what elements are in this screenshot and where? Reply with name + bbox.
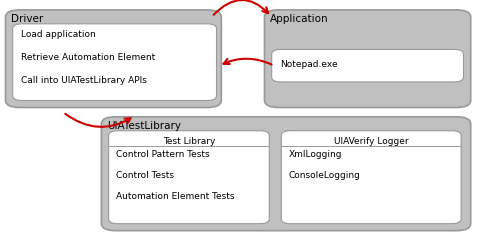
Text: Control Pattern Tests: Control Pattern Tests bbox=[116, 151, 209, 160]
Text: Retrieve Automation Element: Retrieve Automation Element bbox=[21, 53, 155, 62]
FancyBboxPatch shape bbox=[271, 49, 463, 82]
Text: Test Library: Test Library bbox=[162, 137, 215, 146]
Text: Control Tests: Control Tests bbox=[116, 171, 173, 180]
Text: XmlLogging: XmlLogging bbox=[288, 151, 341, 160]
FancyBboxPatch shape bbox=[108, 131, 269, 224]
Text: ConsoleLogging: ConsoleLogging bbox=[288, 171, 360, 180]
FancyBboxPatch shape bbox=[281, 131, 460, 224]
FancyBboxPatch shape bbox=[101, 117, 470, 231]
Text: Driver: Driver bbox=[11, 14, 43, 24]
Text: Application: Application bbox=[270, 14, 328, 24]
FancyBboxPatch shape bbox=[12, 24, 216, 101]
Text: UIAVerify Logger: UIAVerify Logger bbox=[333, 137, 408, 146]
FancyBboxPatch shape bbox=[264, 10, 470, 107]
Text: UIATestLibrary: UIATestLibrary bbox=[107, 121, 181, 131]
Text: Call into UIATestLibrary APIs: Call into UIATestLibrary APIs bbox=[21, 76, 147, 85]
Text: Load application: Load application bbox=[21, 30, 96, 39]
Text: Notepad.exe: Notepad.exe bbox=[280, 60, 337, 69]
Text: Automation Element Tests: Automation Element Tests bbox=[116, 192, 234, 201]
FancyBboxPatch shape bbox=[5, 10, 221, 107]
